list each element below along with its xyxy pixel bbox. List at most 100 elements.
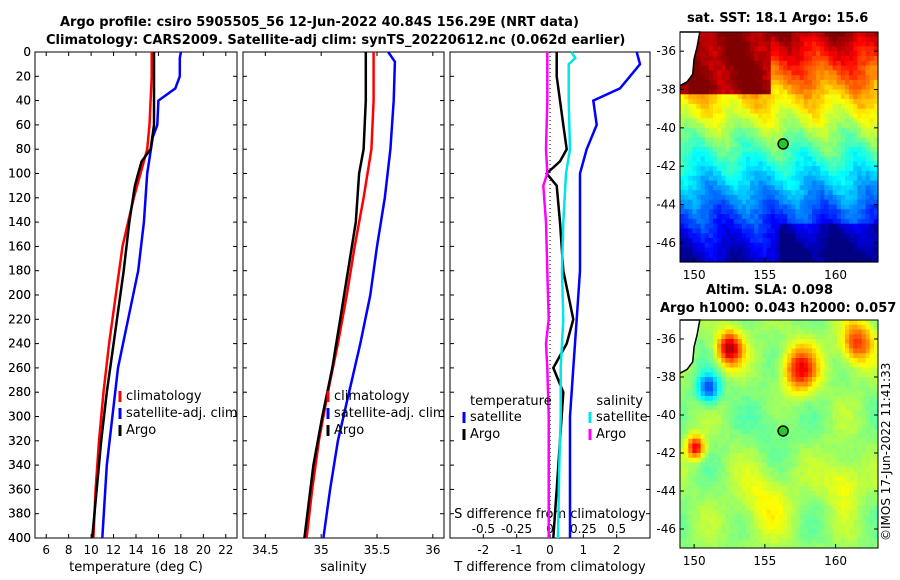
- sst_map-cell: [770, 194, 776, 201]
- sst_map-cell: [692, 70, 698, 76]
- sst_map-cell: [795, 32, 801, 38]
- sst_map-cell: [861, 170, 867, 177]
- sla_map-cell: [816, 419, 821, 426]
- sla_map-cell: [729, 443, 735, 449]
- sst_map-cell: [762, 175, 768, 182]
- sst_map-cell: [869, 142, 875, 148]
- sst_map-cell: [799, 123, 805, 129]
- sla_map-cell: [791, 524, 797, 530]
- sla_map-cell: [737, 448, 743, 454]
- sla_map-cell: [750, 391, 755, 397]
- sla_map-cell: [737, 543, 743, 549]
- sla_map-cell: [840, 491, 846, 497]
- sst_map-cell: [729, 161, 735, 167]
- sla_map-cell: [766, 467, 772, 473]
- sla_map-cell: [741, 543, 747, 549]
- sla_map-cell: [729, 438, 735, 445]
- sla_map-cell: [762, 438, 768, 445]
- sla_map-cell: [807, 529, 813, 535]
- sla_map-cell: [729, 391, 735, 397]
- sst_map-cell: [733, 36, 739, 43]
- sla_map-cell: [766, 434, 772, 440]
- sst_map-cell: [741, 55, 747, 62]
- sla_map-cell: [721, 519, 726, 525]
- sla_map-cell: [733, 491, 739, 497]
- sst_map-cell: [746, 89, 751, 95]
- sla_map-cell: [708, 429, 714, 435]
- sla_map-cell: [692, 391, 698, 397]
- sla_map-cell: [812, 348, 817, 354]
- sst_map-cell: [861, 166, 867, 172]
- salinity-legend-label: satellite-adj. clim: [334, 406, 446, 421]
- sst_map-cell: [692, 185, 698, 191]
- sla_map-cell: [725, 386, 731, 392]
- sst_map-cell: [779, 127, 784, 134]
- sla_map-cell: [729, 543, 735, 549]
- sst_map-cell: [857, 147, 863, 153]
- sst_map-cell: [741, 137, 747, 143]
- sst_map-cell: [857, 137, 863, 143]
- sst_map-cell: [824, 252, 830, 258]
- sla_map-cell: [708, 381, 714, 388]
- sla_map-cell: [737, 529, 743, 535]
- sla_map-cell: [754, 324, 759, 331]
- sla_map-cell: [828, 396, 834, 402]
- sst_map-cell: [725, 32, 731, 38]
- sst_map-cell: [708, 257, 714, 263]
- sst_map-cell: [692, 142, 698, 148]
- sst_map-cell: [774, 32, 780, 38]
- sst_map-cell: [869, 228, 875, 234]
- difference-line-s-argo: [542, 52, 550, 538]
- sla_map-cell: [770, 514, 776, 521]
- sst_map-cell: [820, 214, 825, 220]
- sla_map-cell: [869, 505, 875, 511]
- sst_map-cell: [758, 127, 764, 134]
- sla_map-cell: [741, 505, 747, 511]
- sst_map-cell: [708, 147, 714, 153]
- sst_map-cell: [717, 41, 722, 47]
- sla_map-cell: [803, 348, 809, 354]
- sst_map-cell: [700, 123, 706, 129]
- sst_map-cell: [828, 70, 834, 76]
- sla_map-cell: [799, 405, 805, 411]
- sla_map-cell: [758, 415, 764, 421]
- sst_map-cell: [692, 123, 698, 129]
- sst_map-cell: [787, 185, 792, 191]
- sst_map-cell: [828, 233, 834, 239]
- sst_map-cell: [807, 51, 813, 57]
- sst_map-cell: [803, 55, 809, 62]
- sla_map-cell: [795, 500, 801, 506]
- sst_map-cell: [783, 204, 788, 210]
- sst_map-cell: [700, 170, 706, 177]
- sst_map-cell: [783, 233, 788, 239]
- sst_map-cell: [717, 94, 722, 100]
- sst_map-cell: [741, 113, 747, 119]
- sla_map-cell: [750, 396, 755, 402]
- sst_map-cell: [754, 204, 759, 210]
- sla_map-cell: [704, 410, 710, 416]
- sla_map-cell: [754, 476, 759, 483]
- sst_map-cell: [684, 94, 689, 100]
- sla_map-cell: [717, 438, 722, 445]
- sst_map-cell: [783, 79, 788, 86]
- sla_map-cell: [840, 472, 846, 478]
- sst_map-cell: [766, 32, 772, 38]
- sla_map-cell: [857, 391, 863, 397]
- sst_map-cell: [779, 247, 784, 254]
- sst_map-cell: [865, 32, 871, 38]
- sla_map-cell: [853, 348, 858, 354]
- sst_map-cell: [700, 247, 706, 254]
- sla_map-cell: [696, 448, 702, 454]
- sla_map-cell: [791, 396, 797, 402]
- sla_map-cell: [754, 543, 759, 549]
- sst_map-cell: [692, 151, 698, 158]
- sst_map-cell: [700, 252, 706, 258]
- sla_map-cell: [708, 453, 714, 459]
- sla_map-cell: [861, 410, 867, 416]
- sla_map-cell: [787, 353, 792, 359]
- sla_map-cell: [865, 505, 871, 511]
- sla_map-cell: [803, 386, 809, 392]
- sla_map-cell: [713, 429, 718, 435]
- sst_map-cell: [791, 180, 797, 186]
- sst_map-cell: [816, 108, 821, 115]
